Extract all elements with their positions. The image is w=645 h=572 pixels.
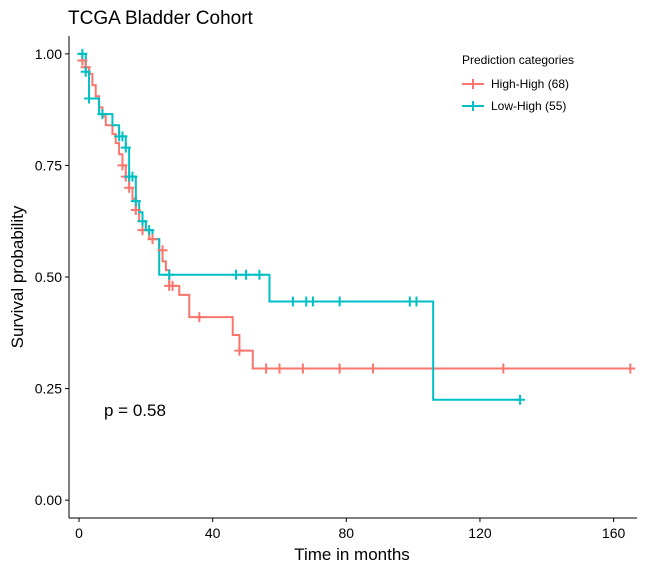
x-axis-title: Time in months (294, 545, 410, 564)
censor-mark (411, 296, 422, 307)
censor-mark (241, 269, 252, 280)
censor-mark (498, 363, 509, 374)
x-tick-label: 80 (339, 525, 355, 541)
x-tick-label: 0 (75, 525, 83, 541)
censor-mark (77, 48, 88, 59)
legend-label: Low-High (55) (491, 99, 566, 113)
legend-label: High-High (68) (491, 77, 569, 91)
censor-mark (117, 131, 128, 142)
censor-mark (307, 296, 318, 307)
censor-mark (334, 296, 345, 307)
censor-mark (164, 269, 175, 280)
censor-mark (80, 66, 91, 77)
censor-mark (231, 269, 242, 280)
x-tick-label: 40 (205, 525, 221, 541)
censor-mark (130, 196, 141, 207)
censor-mark (84, 93, 95, 104)
censor-mark (254, 269, 265, 280)
y-axis-title: Survival probability (8, 205, 27, 348)
censor-mark (144, 225, 155, 236)
censor-mark (97, 109, 108, 120)
legend-title: Prediction categories (462, 53, 574, 67)
censor-mark (274, 363, 285, 374)
survival-curve-low-high (79, 52, 521, 401)
y-axis-ticks: 0.00 0.25 0.50 0.75 1.00 (35, 46, 69, 508)
legend-marker-icon (468, 79, 478, 89)
censor-mark (137, 216, 148, 227)
censor-mark (124, 182, 135, 193)
p-value-annotation: p = 0.58 (104, 401, 166, 420)
x-tick-label: 160 (602, 525, 626, 541)
chart-title: TCGA Bladder Cohort (68, 8, 254, 29)
legend: Prediction categories High-High (68) Low-… (462, 53, 574, 113)
censor-mark (157, 245, 168, 256)
censor-mark (625, 363, 636, 374)
censor-mark (287, 296, 298, 307)
x-tick-label: 120 (468, 525, 492, 541)
censor-mark (120, 142, 131, 153)
censor-mark (130, 205, 141, 216)
y-tick-label: 0.50 (35, 269, 62, 285)
censor-mark (167, 280, 178, 291)
y-tick-label: 0.75 (35, 157, 62, 173)
censor-mark (297, 363, 308, 374)
y-tick-label: 0.00 (35, 492, 62, 508)
censor-mark (515, 394, 526, 405)
censor-mark (334, 363, 345, 374)
censor-mark (194, 312, 205, 323)
censor-mark (368, 363, 379, 374)
legend-marker-icon (468, 101, 478, 111)
censor-mark (261, 363, 272, 374)
censor-marks (77, 48, 636, 405)
y-tick-label: 0.25 (35, 381, 62, 397)
y-tick-label: 1.00 (35, 46, 62, 62)
x-axis-ticks: 0 40 80 120 160 (75, 518, 626, 541)
censor-mark (127, 171, 138, 182)
censor-mark (117, 160, 128, 171)
censor-mark (147, 234, 158, 245)
censor-mark (234, 345, 245, 356)
